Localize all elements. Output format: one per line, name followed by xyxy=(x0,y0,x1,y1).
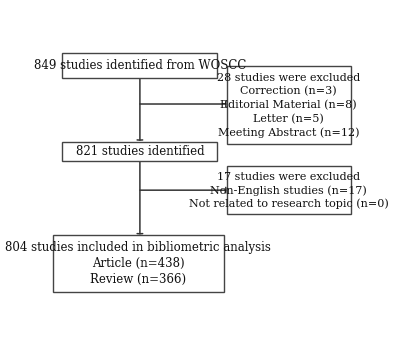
Text: 821 studies identified: 821 studies identified xyxy=(76,145,204,158)
Text: Article (n=438): Article (n=438) xyxy=(92,257,185,270)
Text: Letter (n=5): Letter (n=5) xyxy=(253,114,324,124)
FancyBboxPatch shape xyxy=(227,166,351,214)
Text: Meeting Abstract (n=12): Meeting Abstract (n=12) xyxy=(218,128,360,139)
FancyBboxPatch shape xyxy=(62,53,218,78)
Text: 804 studies included in bibliometric analysis: 804 studies included in bibliometric ana… xyxy=(6,241,271,254)
Text: Non-English studies (n=17): Non-English studies (n=17) xyxy=(210,185,367,195)
Text: Editorial Material (n=8): Editorial Material (n=8) xyxy=(220,100,357,111)
Text: Correction (n=3): Correction (n=3) xyxy=(240,86,337,97)
FancyBboxPatch shape xyxy=(227,66,351,144)
Text: Review (n=366): Review (n=366) xyxy=(90,273,186,286)
FancyBboxPatch shape xyxy=(62,142,218,161)
Text: 28 studies were excluded: 28 studies were excluded xyxy=(217,72,360,83)
Text: 17 studies were excluded: 17 studies were excluded xyxy=(217,172,360,182)
Text: Not related to research topic (n=0): Not related to research topic (n=0) xyxy=(189,198,388,209)
Text: 849 studies identified from WOSCC: 849 studies identified from WOSCC xyxy=(34,59,246,72)
FancyBboxPatch shape xyxy=(53,235,224,292)
